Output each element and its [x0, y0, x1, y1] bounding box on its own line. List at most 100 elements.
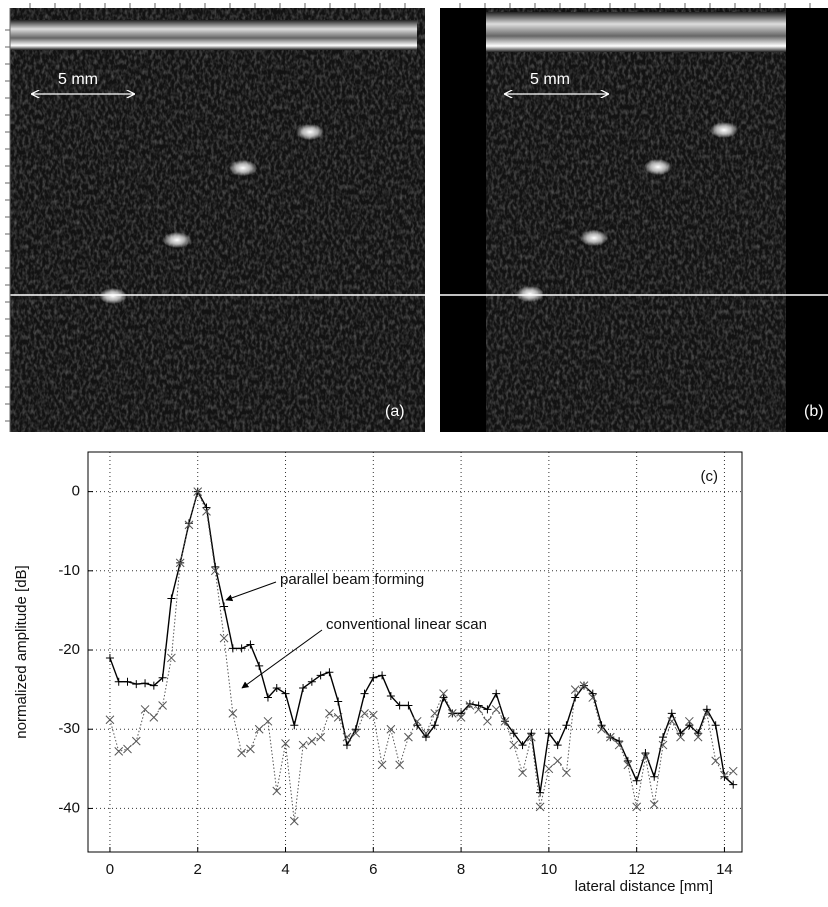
- point-marker: [720, 772, 729, 781]
- point-marker: [167, 594, 176, 603]
- point-marker: [421, 733, 430, 742]
- point-marker: [263, 693, 272, 702]
- point-marker: [492, 689, 501, 698]
- point-marker: [228, 709, 238, 718]
- point-marker: [597, 721, 606, 730]
- point-marker: [272, 786, 282, 796]
- point-marker: [290, 721, 299, 730]
- point-marker: [614, 740, 624, 750]
- point-marker: [351, 728, 361, 738]
- y-tick-label: -30: [58, 720, 80, 737]
- point-marker: [649, 800, 659, 809]
- point-marker: [360, 709, 369, 718]
- point-marker: [588, 693, 598, 702]
- x-tick-label: 4: [281, 861, 289, 878]
- point-marker: [386, 691, 395, 700]
- point-marker: [702, 709, 712, 718]
- point-marker: [641, 748, 650, 757]
- point-marker: [456, 712, 466, 722]
- point-marker: [184, 520, 194, 530]
- point-marker: [175, 558, 185, 568]
- point-marker: [377, 760, 387, 770]
- point-marker: [316, 732, 325, 742]
- point-marker: [167, 653, 176, 663]
- point-marker: [237, 748, 246, 758]
- point-marker: [465, 701, 475, 710]
- point-marker: [676, 729, 685, 738]
- image-a: 5 mm (a): [5, 3, 425, 432]
- point-marker: [684, 716, 694, 726]
- y-tick-label: 0: [72, 483, 80, 500]
- point-marker: [597, 724, 606, 734]
- point-marker: [553, 756, 563, 766]
- point-marker: [334, 697, 343, 706]
- point-marker: [299, 684, 308, 693]
- y-axis-label: normalized amplitude [dB]: [13, 565, 30, 738]
- point-marker: [658, 740, 668, 750]
- point-marker: [553, 741, 562, 750]
- point-marker: [114, 747, 124, 756]
- point-marker: [369, 673, 378, 682]
- point-marker: [246, 640, 255, 649]
- point-marker: [702, 705, 711, 714]
- point-marker: [210, 566, 220, 576]
- point-marker: [360, 689, 369, 698]
- point-marker: [570, 685, 580, 694]
- point-marker: [378, 671, 387, 680]
- point-marker: [412, 716, 422, 726]
- point-marker: [316, 671, 325, 680]
- point-marker: [254, 724, 264, 734]
- point-marker: [342, 732, 352, 742]
- point-marker: [623, 760, 633, 770]
- annotation-arrow: [241, 629, 323, 689]
- point-marker: [307, 736, 317, 746]
- point-marker: [246, 744, 255, 754]
- point-marker: [474, 701, 483, 710]
- point-marker: [483, 716, 492, 726]
- point-marker: [281, 689, 290, 698]
- point-marker: [351, 725, 360, 734]
- annotation: parallel beam forming: [280, 571, 424, 588]
- point-marker: [289, 816, 299, 826]
- x-tick-label: 0: [106, 861, 114, 878]
- point-marker: [439, 693, 448, 702]
- point-marker: [720, 770, 729, 780]
- point-marker: [131, 736, 141, 746]
- point-marker: [255, 661, 264, 670]
- point-marker: [615, 737, 624, 746]
- point-marker: [632, 776, 641, 785]
- point-marker: [509, 740, 519, 750]
- point-marker: [158, 701, 167, 710]
- point-marker: [368, 710, 378, 720]
- y-tick-label: -10: [58, 562, 80, 579]
- point-marker: [571, 693, 580, 702]
- point-marker: [527, 729, 536, 738]
- point-marker: [123, 744, 132, 754]
- point-marker: [711, 721, 720, 730]
- point-marker: [430, 709, 440, 718]
- point-marker: [544, 729, 553, 738]
- point-marker: [123, 677, 132, 686]
- point-marker: [535, 802, 545, 812]
- point-marker: [114, 677, 123, 686]
- point-marker: [518, 768, 527, 778]
- point-marker: [465, 699, 474, 708]
- point-marker: [325, 668, 334, 677]
- point-marker: [729, 780, 738, 789]
- point-marker: [395, 701, 404, 710]
- scale-label: 5 mm: [58, 71, 98, 88]
- point-marker: [474, 705, 483, 714]
- series-line: [109, 490, 734, 822]
- point-marker: [491, 705, 501, 714]
- point-marker: [263, 716, 273, 726]
- point-marker: [439, 689, 448, 698]
- point-marker: [333, 712, 343, 722]
- point-marker: [667, 709, 676, 718]
- point-marker: [237, 644, 246, 653]
- point-marker: [623, 756, 632, 765]
- plot-frame: [87, 451, 743, 853]
- point-marker: [140, 705, 150, 714]
- point-marker: [526, 732, 536, 742]
- x-tick-label: 14: [716, 861, 733, 878]
- point-marker: [105, 653, 114, 662]
